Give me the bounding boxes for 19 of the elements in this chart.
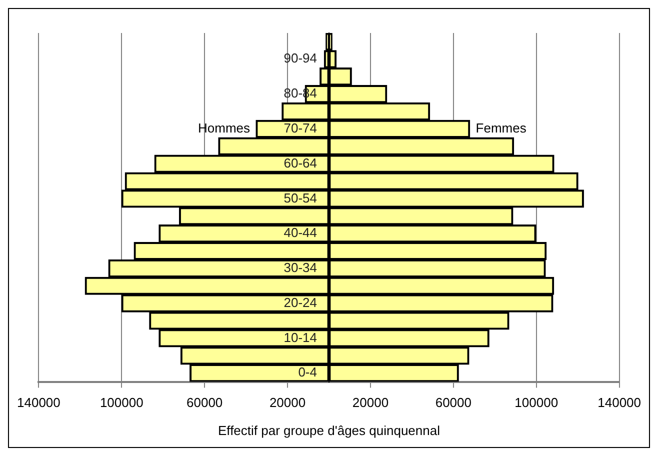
x-tick-label: 140000 — [598, 395, 642, 410]
x-tick-label: 60000 — [435, 395, 472, 410]
y-tick-label: 40-44 — [284, 225, 317, 240]
y-tick-label: 10-14 — [284, 330, 317, 345]
x-axis-title: Effectif par groupe d'âges quinquennal — [218, 422, 440, 438]
x-tick-label: 140000 — [16, 395, 60, 410]
y-tick-label: 20-24 — [284, 294, 317, 310]
y-tick-label: 50-54 — [284, 190, 317, 206]
y-tick-label: 30-34 — [284, 260, 317, 276]
series-label: Hommes — [198, 120, 250, 136]
y-tick-label: 70-74 — [284, 120, 317, 136]
x-tick-label: 100000 — [514, 395, 558, 410]
x-tick-label: 20000 — [269, 395, 306, 410]
x-tick-label: 100000 — [100, 395, 144, 410]
series-label: Femmes — [476, 120, 527, 136]
y-tick-label: 60-64 — [284, 155, 317, 170]
x-tick-label: 60000 — [186, 395, 223, 410]
y-tick-label: 0-4 — [298, 364, 317, 380]
x-tick-label: 20000 — [352, 395, 389, 410]
